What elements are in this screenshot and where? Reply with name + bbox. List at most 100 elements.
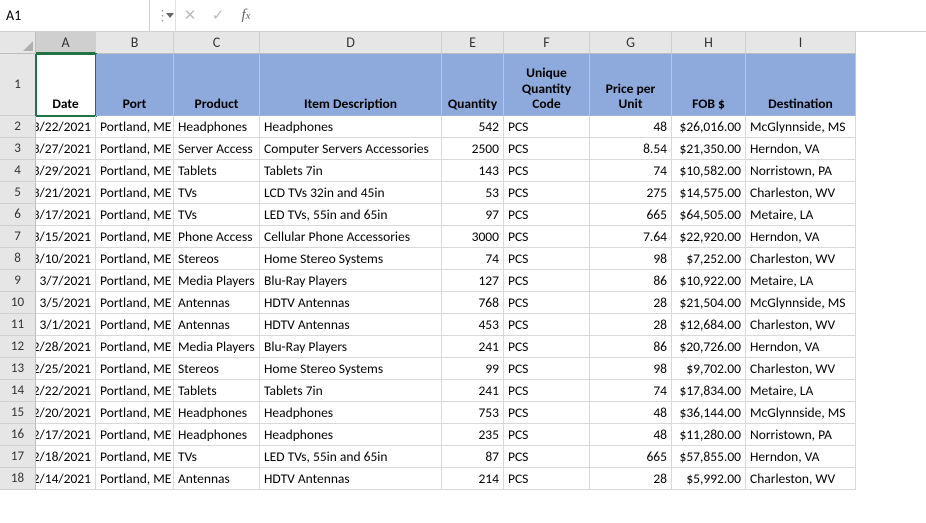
table-header-cell[interactable]: FOB $ [672,54,746,116]
table-cell[interactable]: Portland, ME [96,160,174,182]
table-cell[interactable]: PCS [504,160,590,182]
row-header[interactable]: 1 [0,54,36,116]
table-header-cell[interactable]: Product [174,54,260,116]
table-cell[interactable]: 3/27/2021 [36,138,96,160]
table-cell[interactable]: Portland, ME [96,468,174,490]
table-cell[interactable]: 275 [590,182,672,204]
table-cell[interactable]: 665 [590,204,672,226]
table-header-cell[interactable]: Unique Quantity Code [504,54,590,116]
table-cell[interactable]: 74 [590,380,672,402]
table-cell[interactable]: Metaire, LA [746,204,856,226]
row-header[interactable]: 11 [0,314,36,336]
column-header-i[interactable]: I [746,32,856,54]
table-cell[interactable]: LED TVs, 55in and 65in [260,446,442,468]
table-cell[interactable]: Antennas [174,468,260,490]
table-cell[interactable]: 98 [590,358,672,380]
table-cell[interactable]: 3000 [442,226,504,248]
table-cell[interactable]: Portland, ME [96,380,174,402]
table-cell[interactable]: 48 [590,116,672,138]
table-cell[interactable]: 127 [442,270,504,292]
table-cell[interactable]: 28 [590,468,672,490]
table-cell[interactable]: LED TVs, 55in and 65in [260,204,442,226]
table-cell[interactable]: 98 [590,248,672,270]
table-cell[interactable]: Server Access [174,138,260,160]
table-cell[interactable]: Charleston, WV [746,248,856,270]
table-cell[interactable]: $20,726.00 [672,336,746,358]
table-cell[interactable]: PCS [504,424,590,446]
table-cell[interactable]: 3/29/2021 [36,160,96,182]
table-cell[interactable]: Home Stereo Systems [260,248,442,270]
table-cell[interactable]: Portland, ME [96,182,174,204]
table-cell[interactable]: Herndon, VA [746,446,856,468]
table-cell[interactable]: PCS [504,336,590,358]
row-header[interactable]: 16 [0,424,36,446]
table-cell[interactable]: $22,920.00 [672,226,746,248]
table-cell[interactable]: Headphones [174,402,260,424]
row-header[interactable]: 18 [0,468,36,490]
table-cell[interactable]: Portland, ME [96,358,174,380]
row-header[interactable]: 6 [0,204,36,226]
formula-input[interactable] [260,0,926,31]
table-cell[interactable]: Blu-Ray Players [260,270,442,292]
table-cell[interactable]: $14,575.00 [672,182,746,204]
table-cell[interactable]: PCS [504,380,590,402]
table-cell[interactable]: $12,684.00 [672,314,746,336]
table-cell[interactable]: $9,702.00 [672,358,746,380]
row-header[interactable]: 4 [0,160,36,182]
row-header[interactable]: 9 [0,270,36,292]
table-cell[interactable]: 86 [590,336,672,358]
table-cell[interactable]: 99 [442,358,504,380]
table-cell[interactable]: Media Players [174,336,260,358]
table-cell[interactable]: $64,505.00 [672,204,746,226]
table-cell[interactable]: 241 [442,336,504,358]
table-cell[interactable]: $10,582.00 [672,160,746,182]
table-cell[interactable]: $21,350.00 [672,138,746,160]
table-cell[interactable]: 28 [590,314,672,336]
table-cell[interactable]: $26,016.00 [672,116,746,138]
table-cell[interactable]: TVs [174,182,260,204]
table-cell[interactable]: $7,252.00 [672,248,746,270]
table-cell[interactable]: Herndon, VA [746,138,856,160]
table-cell[interactable]: $21,504.00 [672,292,746,314]
table-cell[interactable]: 143 [442,160,504,182]
table-cell[interactable]: McGlynnside, MS [746,402,856,424]
table-cell[interactable]: Stereos [174,358,260,380]
insert-function-button[interactable]: fx [232,0,260,31]
table-cell[interactable]: Headphones [174,424,260,446]
table-cell[interactable]: 53 [442,182,504,204]
table-cell[interactable]: TVs [174,446,260,468]
table-header-cell[interactable]: Item Description [260,54,442,116]
column-header-c[interactable]: C [174,32,260,54]
table-cell[interactable]: Portland, ME [96,116,174,138]
table-cell[interactable]: Portland, ME [96,248,174,270]
table-cell[interactable]: PCS [504,226,590,248]
table-cell[interactable]: Portland, ME [96,138,174,160]
table-cell[interactable]: PCS [504,468,590,490]
table-cell[interactable]: Norristown, PA [746,424,856,446]
table-cell[interactable]: 3/7/2021 [36,270,96,292]
table-cell[interactable]: 3/21/2021 [36,182,96,204]
table-cell[interactable]: 453 [442,314,504,336]
table-cell[interactable]: $57,855.00 [672,446,746,468]
table-cell[interactable]: $11,280.00 [672,424,746,446]
table-cell[interactable]: 97 [442,204,504,226]
table-cell[interactable]: Herndon, VA [746,336,856,358]
spreadsheet-grid[interactable]: ABCDEFGHI1DatePortProductItem Descriptio… [0,32,926,490]
table-cell[interactable]: 2/28/2021 [36,336,96,358]
table-cell[interactable]: 48 [590,402,672,424]
row-header[interactable]: 12 [0,336,36,358]
table-cell[interactable]: $17,834.00 [672,380,746,402]
table-cell[interactable]: Charleston, WV [746,182,856,204]
table-cell[interactable]: 542 [442,116,504,138]
table-cell[interactable]: Headphones [260,402,442,424]
table-cell[interactable]: 3/15/2021 [36,226,96,248]
table-cell[interactable]: 2/14/2021 [36,468,96,490]
name-box[interactable] [6,7,166,24]
table-cell[interactable]: Tablets 7in [260,380,442,402]
table-cell[interactable]: Herndon, VA [746,226,856,248]
table-cell[interactable]: 86 [590,270,672,292]
table-cell[interactable]: Charleston, WV [746,468,856,490]
table-cell[interactable]: 235 [442,424,504,446]
table-cell[interactable]: Tablets 7in [260,160,442,182]
table-cell[interactable]: 3/1/2021 [36,314,96,336]
